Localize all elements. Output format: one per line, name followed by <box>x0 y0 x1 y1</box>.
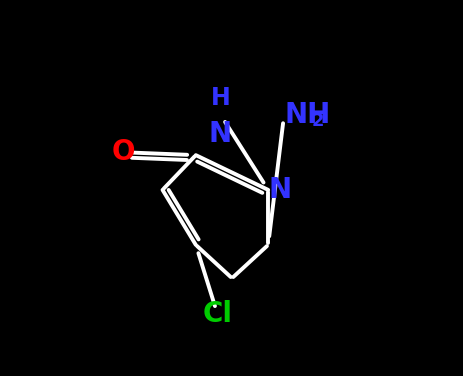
Text: Cl: Cl <box>202 300 232 328</box>
Text: H: H <box>210 86 230 110</box>
Text: NH: NH <box>283 101 330 129</box>
Text: O: O <box>112 138 135 166</box>
Text: N: N <box>208 120 232 148</box>
Text: 2: 2 <box>311 112 324 130</box>
Text: N: N <box>268 176 291 204</box>
